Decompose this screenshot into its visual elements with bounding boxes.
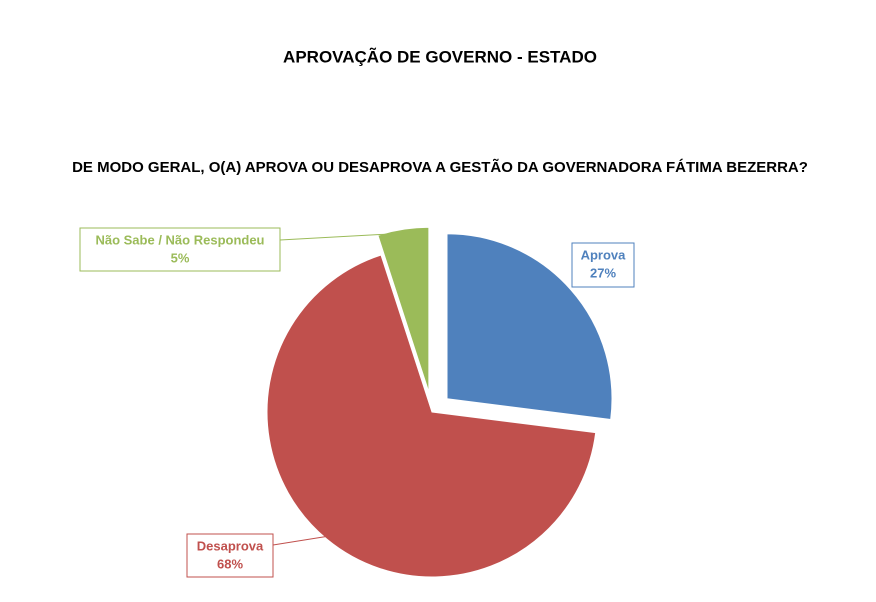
pie-slice (377, 226, 430, 393)
label-box (186, 533, 274, 578)
leader-line (272, 535, 330, 546)
slice-value-label: 5% (171, 250, 190, 265)
leader-line (279, 232, 404, 241)
slice-value-label: 27% (590, 265, 616, 280)
slice-label: Desaprova (197, 538, 264, 553)
chart-subtitle: DE MODO GERAL, O(A) APROVA OU DESAPROVA … (72, 158, 808, 176)
chart-title: APROVAÇÃO DE GOVERNO - ESTADO (283, 46, 597, 66)
label-box (571, 242, 635, 288)
slice-label: Aprova (581, 247, 627, 262)
label-box (79, 227, 281, 272)
pie-slice (266, 254, 597, 578)
pie-slice (446, 233, 613, 421)
slice-value-label: 68% (217, 556, 243, 571)
slice-label: Não Sabe / Não Respondeu (95, 232, 264, 247)
